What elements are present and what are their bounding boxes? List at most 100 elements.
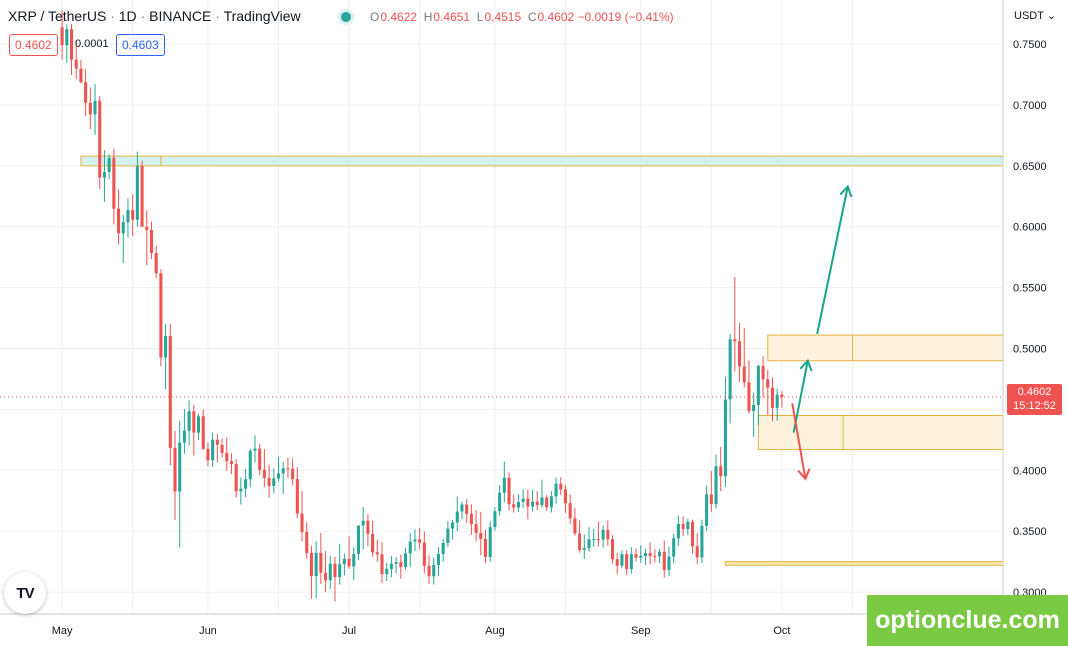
candle-body bbox=[295, 479, 299, 514]
candle-body bbox=[262, 469, 266, 478]
candle-body bbox=[342, 558, 346, 565]
candle-body bbox=[244, 479, 248, 489]
candle-body bbox=[352, 553, 356, 567]
zone-resistance bbox=[80, 155, 1004, 167]
candle-body bbox=[267, 477, 271, 487]
open-value: 0.4622 bbox=[380, 10, 418, 24]
exchange: BINANCE bbox=[149, 8, 212, 24]
y-tick-label: 0.5500 bbox=[1013, 283, 1047, 295]
currency-label: USDT bbox=[1014, 10, 1044, 22]
candle-body bbox=[507, 477, 511, 505]
sell-button[interactable]: 0.4602 bbox=[9, 34, 58, 56]
y-tick-label: 0.7000 bbox=[1013, 100, 1047, 112]
x-tick-label: Oct bbox=[773, 625, 790, 637]
candle-body bbox=[690, 521, 695, 547]
candle-body bbox=[192, 411, 196, 433]
candle-body bbox=[531, 501, 535, 507]
market-status-dot[interactable] bbox=[341, 12, 351, 22]
y-tick-label: 0.6500 bbox=[1013, 161, 1047, 173]
platform: TradingView bbox=[223, 8, 301, 24]
candle-body bbox=[695, 546, 699, 558]
candle-body bbox=[126, 209, 130, 223]
candle-body bbox=[427, 565, 431, 577]
candle-body bbox=[408, 541, 412, 554]
candle-body bbox=[380, 554, 384, 575]
candle-body bbox=[780, 394, 784, 397]
candle-body bbox=[333, 563, 337, 578]
candle-body bbox=[291, 468, 295, 480]
candle-body bbox=[79, 68, 83, 83]
candle-body bbox=[107, 157, 111, 173]
candle-body bbox=[328, 563, 332, 581]
candle-body bbox=[714, 466, 718, 504]
candle-body bbox=[455, 511, 459, 523]
spread-value: 0.0001 bbox=[75, 38, 109, 50]
bar-countdown: 15:12:52 bbox=[1013, 400, 1056, 412]
symbol-header[interactable]: XRP / TetherUS · 1D · BINANCE · TradingV… bbox=[8, 8, 301, 24]
candle-body bbox=[135, 166, 139, 220]
candle-body bbox=[516, 501, 520, 508]
candle-body bbox=[248, 450, 252, 480]
candle-body bbox=[394, 562, 398, 564]
tradingview-logo-icon[interactable]: TV bbox=[4, 572, 46, 614]
candle-body bbox=[483, 538, 488, 557]
candle-body bbox=[121, 222, 125, 234]
candle-body bbox=[469, 513, 473, 525]
candle-body bbox=[700, 525, 704, 558]
candle-body bbox=[526, 498, 530, 507]
candle-body bbox=[705, 494, 709, 526]
chevron-down-icon: ⌄ bbox=[1046, 10, 1057, 22]
candle-body bbox=[563, 489, 568, 504]
candle-body bbox=[164, 335, 168, 358]
buy-button[interactable]: 0.4603 bbox=[116, 34, 165, 56]
candle-body bbox=[338, 564, 342, 578]
y-tick-label: 0.7500 bbox=[1013, 39, 1047, 51]
candle-body bbox=[84, 82, 88, 103]
candle-body bbox=[422, 542, 426, 566]
candle-body bbox=[173, 447, 177, 492]
candle-body bbox=[498, 492, 502, 512]
candle-body bbox=[582, 548, 586, 550]
candle-body bbox=[88, 102, 92, 115]
candle-body bbox=[201, 416, 205, 449]
candle-body bbox=[667, 556, 671, 571]
candle-body bbox=[112, 157, 116, 209]
candle-body bbox=[465, 504, 469, 514]
candle-body bbox=[686, 521, 690, 530]
candle-body bbox=[578, 533, 582, 550]
candle-body bbox=[606, 529, 610, 540]
candle-body bbox=[159, 273, 163, 358]
candle-body bbox=[474, 524, 478, 533]
open-key: O bbox=[370, 10, 380, 24]
candle-body bbox=[681, 524, 685, 530]
symbol-name[interactable]: XRP / TetherUS bbox=[8, 8, 107, 24]
currency-selector[interactable]: USDT ⌄ bbox=[1014, 9, 1056, 22]
candle-body bbox=[479, 532, 483, 539]
candle-body bbox=[625, 554, 629, 570]
candle-body bbox=[493, 511, 497, 528]
candle-body bbox=[356, 525, 361, 554]
low-value: 0.4515 bbox=[484, 10, 522, 24]
candle-body bbox=[305, 531, 309, 553]
interval[interactable]: 1D bbox=[118, 8, 137, 24]
candle-body bbox=[324, 572, 328, 581]
arrow-up-head bbox=[799, 358, 813, 372]
candle-body bbox=[300, 513, 304, 532]
candle-body bbox=[314, 552, 318, 577]
arrow-down-shaft bbox=[791, 403, 807, 479]
change-value: −0.0019 (−0.41%) bbox=[577, 10, 674, 24]
candle-body bbox=[93, 100, 97, 115]
arrow-down-head bbox=[797, 468, 811, 481]
candle-body bbox=[719, 466, 723, 477]
candle-body bbox=[371, 533, 375, 553]
candle-body bbox=[197, 416, 201, 433]
candle-body bbox=[756, 365, 760, 405]
candle-body bbox=[441, 543, 445, 554]
candle-body bbox=[418, 539, 422, 543]
candle-body bbox=[573, 518, 577, 534]
candle-body bbox=[451, 522, 455, 529]
zone-support bbox=[724, 561, 1004, 566]
candle-body bbox=[309, 552, 313, 577]
